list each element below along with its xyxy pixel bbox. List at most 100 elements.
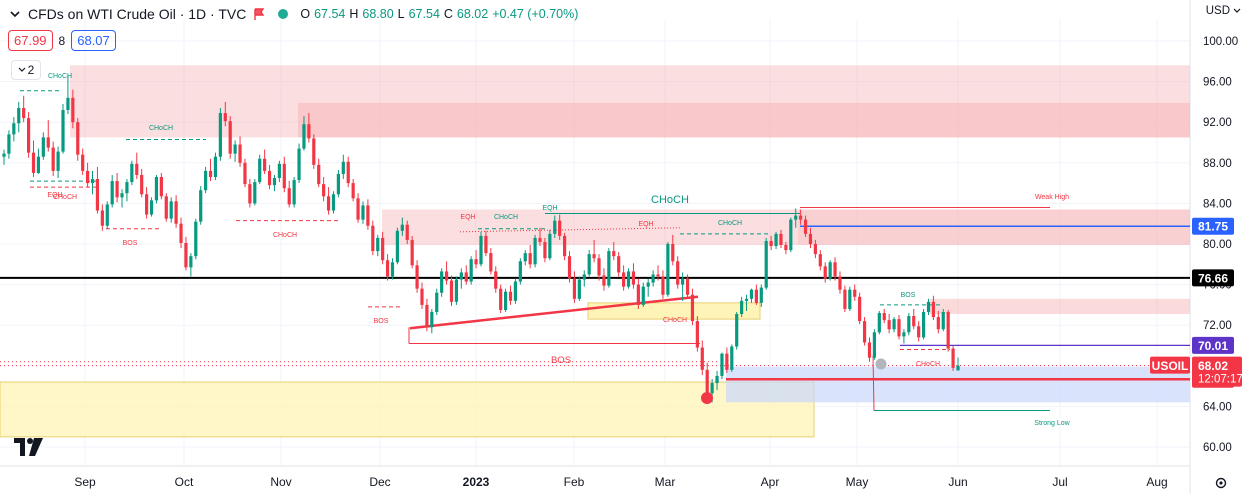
candle: [164, 196, 168, 219]
candle: [754, 289, 758, 303]
ohlc-close: 68.02: [456, 7, 489, 21]
collapse-icon[interactable]: [8, 7, 22, 21]
x-tick-label: Feb: [564, 475, 585, 489]
indicators-toggle[interactable]: 2: [11, 60, 41, 80]
ohlc-low: 67.54: [408, 7, 440, 21]
candle: [803, 219, 808, 234]
candle: [931, 301, 936, 318]
candle: [331, 194, 336, 211]
candle: [789, 219, 793, 251]
y-tick-label: 60.00: [1203, 442, 1232, 454]
candle: [622, 272, 626, 287]
candle: [253, 182, 257, 204]
currency-selector[interactable]: USD: [1206, 5, 1241, 17]
candle: [277, 163, 281, 179]
candle: [420, 288, 424, 305]
candle: [533, 237, 537, 265]
trade-prices: 67.99 8 68.07: [8, 30, 116, 51]
gear-icon[interactable]: [1214, 476, 1228, 490]
candle: [956, 365, 960, 371]
candle: [853, 289, 857, 297]
candle: [61, 110, 65, 152]
candle: [813, 244, 817, 255]
candle: [449, 280, 454, 302]
annotation-label: BOS: [901, 292, 916, 299]
buy-price-button[interactable]: 68.07: [71, 30, 116, 51]
candle: [513, 281, 518, 301]
candle: [179, 223, 183, 243]
candle: [690, 294, 695, 322]
candle: [90, 179, 95, 184]
candle: [764, 240, 768, 288]
candle: [784, 245, 788, 251]
candle: [2, 153, 6, 157]
demand-zone: [0, 381, 815, 438]
level-70-01-text: 70.01: [1198, 339, 1228, 353]
trend-line: [409, 295, 699, 330]
candle: [897, 319, 901, 337]
level-70-01-box: [1192, 336, 1234, 354]
y-tick-label: 96.00: [1203, 77, 1232, 89]
candle: [833, 262, 837, 277]
candle: [749, 289, 754, 299]
candle: [145, 194, 149, 215]
candle: [641, 286, 645, 305]
annotation-label: BOS: [551, 355, 571, 366]
candle: [912, 316, 916, 327]
candle: [405, 224, 409, 240]
annotation-label: CHoCH: [663, 317, 687, 324]
candle: [31, 152, 36, 173]
candle: [17, 107, 21, 124]
candle: [71, 97, 75, 123]
market-status-icon[interactable]: [278, 9, 289, 19]
candle: [705, 369, 709, 394]
ohlc-high-key: H: [349, 7, 359, 21]
candle: [263, 158, 267, 171]
candle: [951, 348, 955, 368]
tradingview-logo-icon[interactable]: [14, 438, 44, 456]
candle: [656, 274, 660, 277]
candle: [243, 162, 247, 185]
candle: [548, 233, 552, 259]
y-tick-label: 92.00: [1203, 117, 1232, 129]
sell-price-button[interactable]: 67.99: [8, 30, 53, 51]
candle: [76, 122, 80, 155]
candle: [208, 170, 213, 178]
candle: [174, 201, 178, 224]
candle: [489, 253, 493, 272]
candle: [602, 275, 606, 286]
candle: [248, 184, 252, 204]
countdown-text: 12:07:17: [1198, 374, 1243, 386]
candle: [858, 296, 862, 322]
annotation-label: EQH: [542, 205, 557, 212]
chevron-down-icon: [18, 67, 26, 72]
candle: [646, 282, 650, 287]
candle: [105, 204, 109, 226]
y-tick-label: 72.00: [1203, 320, 1232, 332]
candle: [685, 278, 690, 295]
candle: [454, 279, 459, 302]
candle: [415, 265, 419, 289]
candle: [26, 118, 31, 153]
candle: [149, 200, 154, 215]
y-tick-label: 64.00: [1203, 401, 1232, 413]
candle: [862, 321, 867, 343]
alarm-icon[interactable]: [701, 392, 713, 404]
annotation-label: CHoCH: [916, 361, 940, 368]
candle: [666, 244, 670, 295]
candle: [184, 242, 188, 268]
structure-line: [459, 227, 681, 233]
candle: [572, 278, 577, 299]
candle: [617, 256, 621, 273]
candle: [66, 97, 70, 111]
supply-zone: [930, 298, 1190, 315]
candle: [336, 173, 340, 195]
candle: [759, 287, 763, 303]
alarm-icon[interactable]: [875, 358, 887, 370]
symbol-title[interactable]: CFDs on WTI Crude Oil · 1D · TVC: [28, 6, 247, 22]
candle: [297, 148, 301, 181]
flag-icon[interactable]: [252, 7, 266, 21]
candle: [936, 317, 940, 330]
